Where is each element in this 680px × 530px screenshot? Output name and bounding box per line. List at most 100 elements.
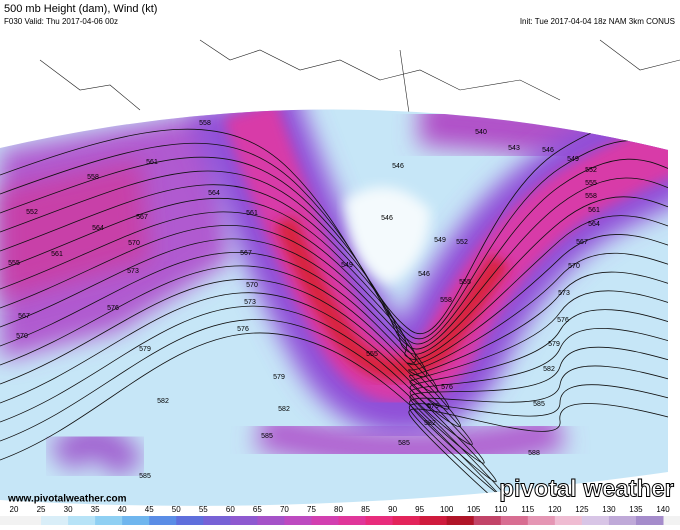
colorbar-segment	[203, 516, 231, 525]
contour-label: 567	[18, 313, 30, 320]
contour-label: 570	[568, 263, 580, 270]
colorbar-segment	[14, 516, 42, 525]
colorbar-segment	[446, 516, 475, 525]
colorbar-segment	[338, 516, 367, 525]
colorbar-tick-label: 40	[118, 505, 127, 514]
contour-label: 561	[588, 207, 600, 214]
colorbar-segment	[68, 516, 96, 525]
contour-label: 546	[381, 215, 393, 222]
contour-label: 573	[244, 299, 256, 306]
colorbar-segment	[419, 516, 448, 525]
height-contour	[0, 170, 668, 350]
height-contour	[0, 305, 668, 483]
colorbar-segment	[473, 516, 502, 525]
contour-label: 549	[567, 156, 579, 163]
colorbar-tick-label: 105	[467, 505, 481, 514]
contour-label: 582	[424, 420, 436, 427]
contour-label: 570	[246, 282, 258, 289]
contour-label: 582	[157, 398, 169, 405]
colorbar-tick-label: 130	[602, 505, 616, 514]
contour-label: 567	[240, 250, 252, 257]
contour-label: 564	[92, 225, 104, 232]
colorbar-tick-label: 35	[91, 505, 100, 514]
contour-label: 576	[557, 317, 569, 324]
init-time: Init: Tue 2017-04-04 18z NAM 3km CONUS	[520, 17, 675, 26]
contour-label: 561	[51, 251, 63, 258]
contour-label: 555	[585, 180, 597, 187]
contour-label: 579	[427, 403, 439, 410]
colorbar-tick-label: 20	[10, 505, 19, 514]
contour-label: 579	[139, 346, 151, 353]
colorbar-tick-label: 125	[575, 505, 589, 514]
colorbar-segment	[392, 516, 421, 525]
colorbar-segment	[41, 516, 69, 525]
contour-label: 558	[87, 174, 99, 181]
colorbar-segment	[635, 516, 664, 525]
height-contour	[0, 279, 668, 445]
contour-label: 555	[459, 279, 471, 286]
contour-label: 567	[576, 239, 588, 246]
contour-label: 558	[585, 193, 597, 200]
colorbar-segment	[230, 516, 258, 525]
contour-label: 561	[146, 159, 158, 166]
contour-label: 546	[392, 163, 404, 170]
contour-label: 558	[199, 120, 211, 127]
colorbar-tick-label: 115	[521, 505, 534, 514]
contour-label: 549	[434, 237, 446, 244]
colorbar-tick-label: 25	[37, 505, 46, 514]
contour-label: 573	[558, 290, 570, 297]
contour-label: 558	[440, 297, 452, 304]
contour-label: 582	[543, 366, 555, 373]
height-contour	[0, 252, 668, 410]
height-contour	[0, 332, 668, 506]
contour-label: 570	[128, 240, 140, 247]
contour-label: 588	[528, 450, 540, 457]
colorbar-tick-label: 45	[145, 505, 154, 514]
watermark: www.pivotalweather.com	[7, 494, 127, 505]
contour-label: 552	[456, 239, 468, 246]
colorbar-tick-label: 55	[199, 505, 208, 514]
colorbar-tick-label: 85	[361, 505, 370, 514]
height-contour	[0, 319, 668, 501]
contour-label: 585	[398, 440, 410, 447]
contour-label: 564	[588, 221, 600, 228]
contour-label: 579	[548, 341, 560, 348]
contour-label: 546	[542, 147, 554, 154]
colorbar-segment	[176, 516, 204, 525]
background-map	[39, 39, 680, 121]
height-contour	[0, 121, 668, 334]
contour-label: 573	[127, 268, 139, 275]
contour-label: 585	[533, 401, 545, 408]
colorbar-segment	[500, 516, 529, 525]
contour-label: 546	[418, 271, 430, 278]
colorbar-tick-label: 140	[656, 505, 670, 514]
colorbar-segment	[365, 516, 394, 525]
height-contour	[0, 211, 668, 366]
colorbar-tick-label: 30	[64, 505, 73, 514]
colorbar-tick-label: 75	[307, 505, 316, 514]
colorbar-tick-label: 50	[172, 505, 181, 514]
wind-field	[0, 109, 668, 506]
colorbar-segment	[149, 516, 177, 525]
contour-label: 543	[508, 145, 520, 152]
colorbar-tick-label: 95	[415, 505, 424, 514]
contour-label: 576	[237, 326, 249, 333]
logo: pivotal weather	[499, 475, 674, 502]
contour-label: 567	[136, 214, 148, 221]
colorbar-segment	[284, 516, 312, 525]
contour-label: 549	[341, 262, 353, 269]
contour-label: 552	[26, 209, 38, 216]
colorbar-tick-label: 70	[280, 505, 289, 514]
valid-time: F030 Valid: Thu 2017-04-06 00z	[4, 17, 118, 26]
height-contour	[0, 140, 668, 340]
colorbar-tick-label: 135	[629, 505, 643, 514]
colorbar-tick-label: 110	[494, 505, 507, 514]
contour-label: 576	[441, 384, 453, 391]
colorbar-segment	[581, 516, 610, 525]
colorbar-tick-label: 100	[440, 505, 454, 514]
contour-label: 564	[208, 190, 220, 197]
contour-label: 570	[16, 333, 28, 340]
colorbar-tick-label: 65	[253, 505, 262, 514]
colorbar-segment	[554, 516, 583, 525]
